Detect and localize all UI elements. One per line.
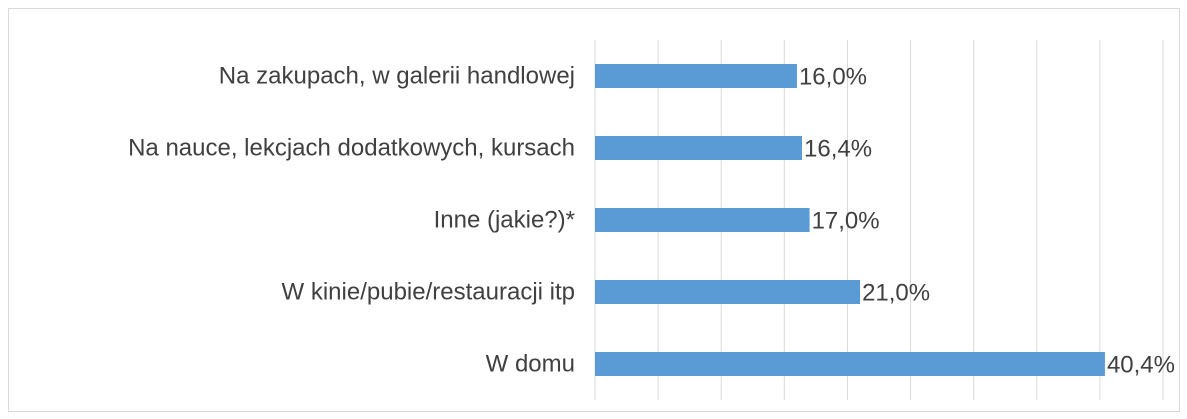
y-tick-label: W kinie/pubie/restauracji itp <box>282 278 575 305</box>
bar <box>595 352 1105 376</box>
y-tick-label: W domu <box>486 350 575 377</box>
y-tick-label: Inne (jakie?)* <box>434 206 575 233</box>
data-label: 16,0% <box>799 63 867 90</box>
bar <box>595 64 797 88</box>
bar <box>595 136 803 160</box>
data-label: 17,0% <box>812 207 880 234</box>
y-tick-label: Na nauce, lekcjach dodatkowych, kursach <box>128 134 575 161</box>
data-label: 21,0% <box>862 279 930 306</box>
data-label: 40,4% <box>1107 351 1175 378</box>
bar <box>595 280 861 304</box>
chart-border <box>8 8 1180 412</box>
bar <box>595 208 810 232</box>
data-label: 16,4% <box>804 135 872 162</box>
y-tick-label: Na zakupach, w galerii handlowej <box>219 62 575 89</box>
